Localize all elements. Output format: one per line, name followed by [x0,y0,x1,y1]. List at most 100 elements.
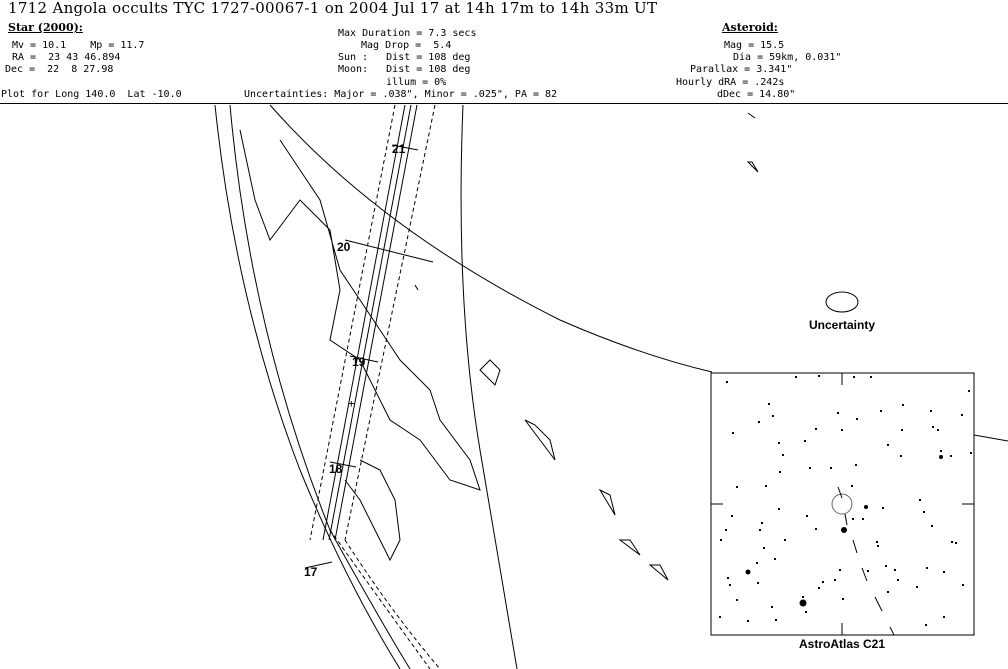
star-bright [939,455,943,459]
star-heading: Star (2000): [8,21,83,34]
coastline [239,129,481,491]
star-faint [870,376,872,378]
star-faint [876,541,878,543]
star-faint [736,486,738,488]
star-faint [727,577,729,579]
star-chart-frame [710,372,975,636]
uncertainty-north [344,104,436,541]
star-faint [795,376,797,378]
star-faint [877,545,879,547]
star-faint [782,454,784,456]
asteroid-track-2 [844,513,848,526]
asteroid-diameter: Dia = 59km, 0.031" [733,52,842,63]
time-label-20: 20 [337,240,351,254]
central-path-south [322,104,406,541]
star-faint [900,455,902,457]
star-faint [747,620,749,622]
plot-location: Plot for Long 140.0 Lat -10.0 [1,89,182,100]
star-faint [725,529,727,531]
star-faint [968,390,970,392]
star-faint [923,511,925,513]
star-bright [799,599,807,607]
star-faint [887,591,889,593]
star-faint [768,403,770,405]
star-faint [919,499,921,501]
star-bright [745,569,751,575]
asteroid-hourly-dra: Hourly dRA = .242s [676,77,785,88]
star-faint [962,584,964,586]
star-faint [774,558,776,560]
star-faint [815,528,817,530]
star-faint [970,452,972,454]
island-2 [598,488,669,581]
moon-illumination: illum = 0% [386,77,447,88]
star-faint [759,529,761,531]
central-path-north [334,104,418,541]
central-line [328,104,412,541]
star-faint [926,567,928,569]
star-faint [943,616,945,618]
star-faint [931,525,933,527]
star-faint [916,586,918,588]
moon-distance: Moon: Dist = 108 deg [338,64,471,75]
target-star-circle [831,493,853,515]
star-faint [930,410,932,412]
star-faint [887,444,889,446]
star-faint [720,539,722,541]
star-faint [837,412,839,414]
star-faint [778,508,780,510]
star-faint [862,518,864,520]
star-faint [834,579,836,581]
time-tick-19 [349,355,379,363]
asteroid-ddec: dDec = 14.80" [717,89,796,100]
star-faint [880,410,882,412]
island [524,419,556,461]
mag-drop: Mag Drop = 5.4 [361,40,452,51]
star-faint [822,581,824,583]
star-chart-inset [710,372,975,636]
star-faint [761,522,763,524]
earth-limb [214,104,401,669]
star-faint [940,450,942,452]
star-faint [772,415,774,417]
star-faint [778,442,780,444]
star-faint [775,619,777,621]
uncertainty-ellipse [825,291,859,313]
coastline-2 [344,459,401,562]
asteroid-track-4 [861,567,868,582]
time-label-21: 21 [392,142,406,156]
asteroid-track-3 [852,539,858,554]
time-label-17: 17 [304,565,318,579]
asteroid-parallax: Parallax = 3.341" [690,64,793,75]
star-dec: Dec = 22 8 27.98 [5,64,114,75]
star-faint [830,467,832,469]
star-faint [818,587,820,589]
time-tick-17 [304,561,333,569]
star-faint [902,404,904,406]
earth-limb-outer [229,104,411,669]
uncertainty-label: Uncertainty [809,318,875,332]
star-faint [771,606,773,608]
star-faint [839,569,841,571]
asteroid-track-6 [889,626,895,636]
time-label-18: 18 [329,462,343,476]
star-chart-label: AstroAtlas C21 [799,637,885,651]
star-bright [864,505,868,509]
time-tick-18 [329,461,357,468]
star-faint [804,440,806,442]
star-faint [731,515,733,517]
star-faint [784,539,786,541]
uncertainty-path-lower-2 [344,539,441,669]
star-faint [806,515,808,517]
star-faint [937,429,939,431]
time-label-19: 19 [352,355,366,369]
star-faint [758,421,760,423]
star-faint [719,616,721,618]
star-faint [852,518,854,520]
star-faint [885,565,887,567]
star-faint [950,455,952,457]
star-faint [943,571,945,573]
star-faint [805,611,807,613]
star-faint [901,429,903,431]
star-faint [729,584,731,586]
